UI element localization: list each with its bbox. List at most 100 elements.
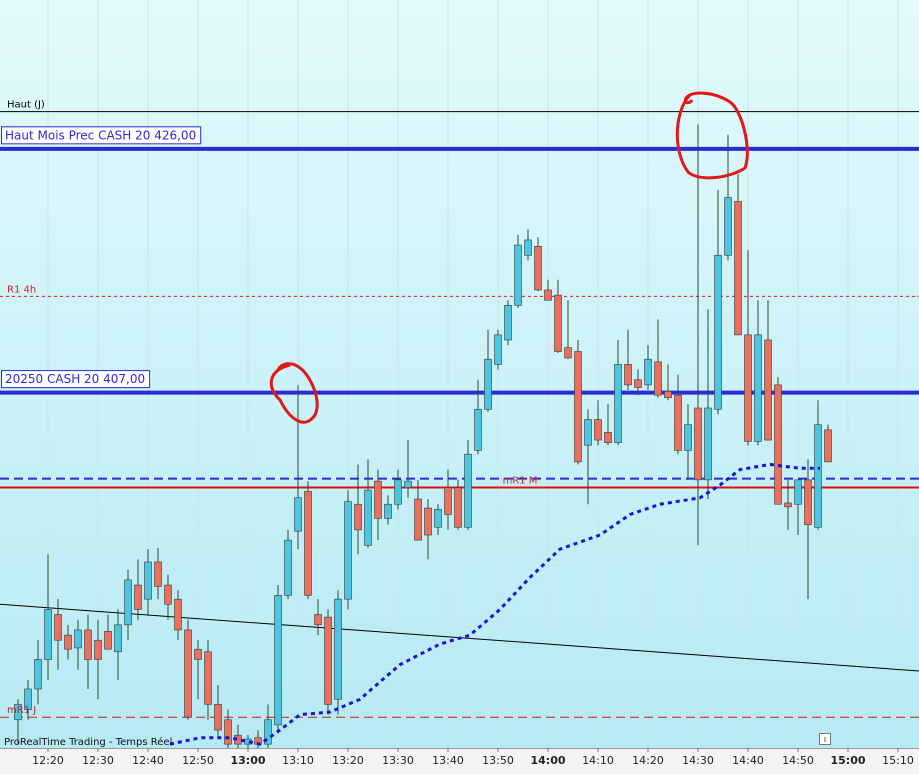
candle-body: [624, 364, 632, 386]
candle-body: [74, 629, 82, 649]
candle-body: [364, 489, 372, 546]
candle-body: [584, 419, 592, 446]
candle-body: [394, 479, 402, 505]
candle-body: [724, 197, 732, 256]
candle-body: [404, 480, 412, 488]
level-label: Haut (J): [7, 100, 45, 111]
candle-body: [684, 424, 692, 451]
candle-body: [594, 419, 602, 441]
x-tick-label: 15:10: [882, 754, 914, 767]
candle-body: [774, 384, 782, 505]
candle-body: [504, 305, 512, 341]
candle-body: [674, 394, 682, 451]
x-tick-label: 14:30: [682, 754, 714, 767]
candle-body: [204, 651, 212, 705]
x-axis-strip: [0, 748, 919, 774]
candle-body: [194, 648, 202, 660]
x-tick-label: 13:20: [332, 754, 364, 767]
level-label-box: [1, 370, 151, 389]
x-tick-label: 14:00: [530, 754, 565, 767]
candle-body: [694, 407, 702, 481]
candle-body: [604, 432, 612, 443]
candle-body: [144, 561, 152, 600]
candle-body: [524, 239, 532, 256]
candle-body: [634, 379, 642, 388]
labels: Haut (J) Haut Mois Prec CASH 20 426,00 R1 …: [1, 100, 538, 716]
candle-body: [814, 424, 822, 528]
candle-body: [154, 561, 162, 587]
x-tick-label: 12:40: [132, 754, 164, 767]
candle-body: [484, 358, 492, 410]
candle-body: [714, 255, 722, 410]
level-label-box: [1, 126, 202, 145]
candle-body: [734, 201, 742, 336]
candle-body: [174, 598, 182, 631]
level-label: Haut Mois Prec CASH 20 426,00: [5, 128, 196, 142]
candle-body: [454, 487, 462, 528]
candle-body: [464, 453, 472, 528]
level-label: mR1 J: [7, 705, 36, 716]
candle-body: [444, 487, 452, 515]
candle-body: [164, 584, 172, 605]
x-tick-label: 14:20: [632, 754, 664, 767]
candle-body: [614, 364, 622, 443]
candle-body: [434, 509, 442, 528]
level-label: mR1 M: [503, 476, 538, 487]
candle-body: [324, 616, 332, 705]
candle-body: [424, 507, 432, 536]
x-tick-label: 14:50: [782, 754, 814, 767]
candle-body: [564, 347, 572, 359]
candle-body: [64, 634, 72, 650]
candle-body: [54, 614, 62, 641]
hand-drawn-circle: [269, 362, 319, 424]
candle-body: [794, 479, 802, 505]
candle-body: [34, 659, 42, 690]
candle-body: [804, 479, 812, 526]
candle-body: [664, 391, 672, 399]
x-tick-label: 13:10: [282, 754, 314, 767]
candle-body: [264, 719, 272, 745]
candle-body: [84, 629, 92, 660]
candle-body: [14, 704, 22, 721]
candle-body: [574, 351, 582, 463]
candle-body: [554, 294, 562, 352]
candle-body: [214, 704, 222, 731]
candle-body: [114, 624, 122, 653]
candle-body: [274, 595, 282, 726]
x-tick-label: 13:50: [482, 754, 514, 767]
candle-body: [354, 503, 362, 531]
candle-body: [294, 497, 302, 532]
candle-body: [644, 358, 652, 386]
candle-body: [134, 584, 142, 610]
x-tick-label: 12:20: [32, 754, 64, 767]
candle-body: [494, 334, 502, 365]
candle-body: [44, 609, 52, 660]
average-line: [169, 462, 820, 746]
candle-body: [224, 719, 232, 745]
x-tick-label: 15:00: [830, 754, 865, 767]
x-tick-label: 13:30: [382, 754, 414, 767]
x-tick-label: 13:00: [230, 754, 265, 767]
candle-body: [764, 339, 772, 441]
footer: ProRealTime Trading - Temps Réel: [4, 736, 172, 748]
x-tick-label: 12:50: [182, 754, 214, 767]
plot: [0, 124, 919, 748]
candle-body: [334, 598, 342, 700]
x-tick-label: 14:40: [732, 754, 764, 767]
candle-body: [544, 289, 552, 301]
candle-body: [824, 429, 832, 463]
candle-body: [314, 614, 322, 626]
candle-body: [784, 502, 792, 508]
x-tick-label: 14:10: [582, 754, 614, 767]
candle-body: [474, 408, 482, 451]
candle-body: [654, 361, 662, 396]
candle-body: [344, 501, 352, 600]
candle-body: [304, 491, 312, 596]
candle-body: [284, 539, 292, 596]
candle-body: [124, 579, 132, 626]
candle-body: [104, 630, 112, 650]
level-label: 20250 CASH 20 407,00: [5, 372, 145, 386]
candle-body: [534, 246, 542, 291]
